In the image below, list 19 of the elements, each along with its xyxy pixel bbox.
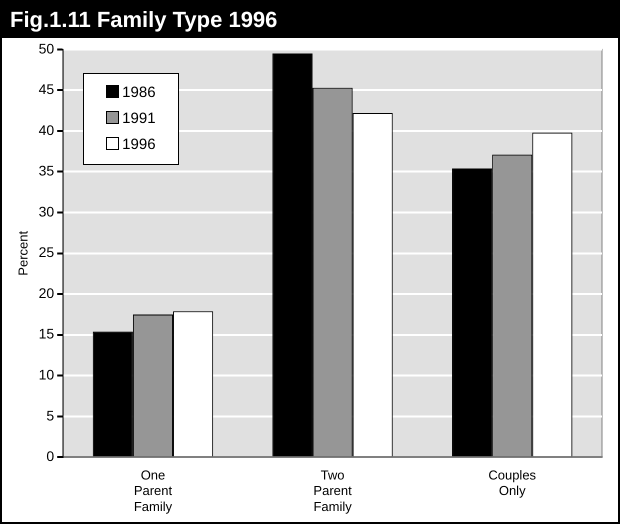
y-tick-label: 20 (38, 284, 54, 301)
x-tick-label: Two Parent Family (313, 468, 352, 514)
y-tick-label: 5 (46, 407, 54, 424)
y-tick-label: 0 (46, 448, 54, 464)
legend-label: 1991 (121, 109, 156, 130)
x-tick-label: One Parent Family (134, 468, 173, 514)
y-axis-title: Percent (15, 230, 30, 276)
y-tick-label: 25 (38, 244, 54, 260)
x-tick-label: Couples Only (488, 468, 537, 498)
y-tick-label: 10 (38, 366, 54, 382)
y-tick-label: 15 (38, 326, 54, 342)
y-tick-label: 35 (38, 162, 54, 179)
legend-label: 1986 (121, 83, 156, 104)
y-tick-label: 45 (38, 81, 54, 98)
y-tick-label: 40 (38, 122, 54, 138)
y-tick-label: 50 (38, 40, 54, 56)
y-tick-label: 30 (38, 203, 54, 220)
chart-title: Fig.1.11 Family Type 1996 (2, 2, 618, 38)
legend-label: 1996 (121, 135, 156, 156)
